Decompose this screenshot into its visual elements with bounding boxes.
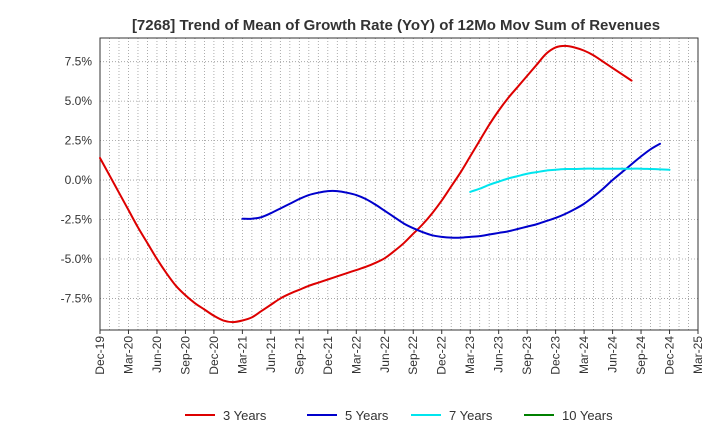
x-tick-label: Dec-19	[93, 336, 107, 375]
series-lines	[99, 44, 671, 324]
x-tick-label: Sep-23	[520, 336, 534, 375]
chart-title: [7268] Trend of Mean of Growth Rate (YoY…	[132, 17, 660, 34]
y-tick-label: 0.0%	[65, 173, 93, 187]
x-tick-label: Jun-23	[492, 336, 506, 373]
legend-label: 3 Years	[223, 408, 267, 423]
x-tick-label: Mar-21	[235, 336, 249, 374]
x-tick-label: Sep-24	[634, 336, 648, 375]
x-tick-label: Dec-20	[207, 336, 221, 375]
legend-label: 10 Years	[562, 408, 613, 423]
y-tick-label: -5.0%	[61, 252, 93, 266]
legend: 3 Years 5 Years 7 Years 10 Years	[185, 408, 613, 423]
x-axis: Dec-19 Mar-20 Jun-20 Sep-20 Dec-20 Mar-21 Jun-…	[93, 330, 705, 375]
x-tick-label: Mar-25	[691, 336, 705, 374]
gridlines	[99, 37, 699, 331]
y-axis: 7.5% 5.0% 2.5% 0.0% -2.5% -5.0% -7.5%	[61, 55, 93, 306]
x-tick-label: Jun-22	[378, 336, 392, 373]
legend-label: 7 Years	[449, 408, 493, 423]
y-tick-label: -2.5%	[61, 213, 93, 227]
y-tick-label: 2.5%	[65, 134, 93, 148]
plot-border	[99, 37, 699, 331]
y-tick-label: 5.0%	[65, 94, 93, 108]
x-tick-label: Dec-22	[435, 336, 449, 375]
x-tick-label: Sep-21	[292, 336, 306, 375]
legend-label: 5 Years	[345, 408, 389, 423]
x-tick-label: Jun-21	[264, 336, 278, 373]
series-line-7-years	[469, 167, 671, 193]
series-line-5-years	[241, 142, 662, 239]
x-tick-label: Mar-20	[121, 336, 135, 374]
x-tick-label: Sep-20	[178, 336, 192, 375]
x-tick-label: Dec-24	[663, 336, 677, 375]
y-tick-label: 7.5%	[65, 55, 93, 69]
x-tick-label: Dec-23	[549, 336, 563, 375]
x-tick-label: Jun-20	[150, 336, 164, 373]
x-tick-label: Mar-22	[349, 336, 363, 374]
x-tick-label: Jun-24	[606, 336, 620, 373]
x-tick-label: Sep-22	[406, 336, 420, 375]
plot-background	[100, 38, 698, 330]
y-tick-label: -7.5%	[61, 291, 93, 305]
plot-area	[100, 38, 698, 330]
x-tick-label: Mar-23	[463, 336, 477, 374]
x-tick-label: Dec-21	[321, 336, 335, 375]
x-tick-label: Mar-24	[577, 336, 591, 374]
series-line-3-years	[99, 44, 633, 324]
